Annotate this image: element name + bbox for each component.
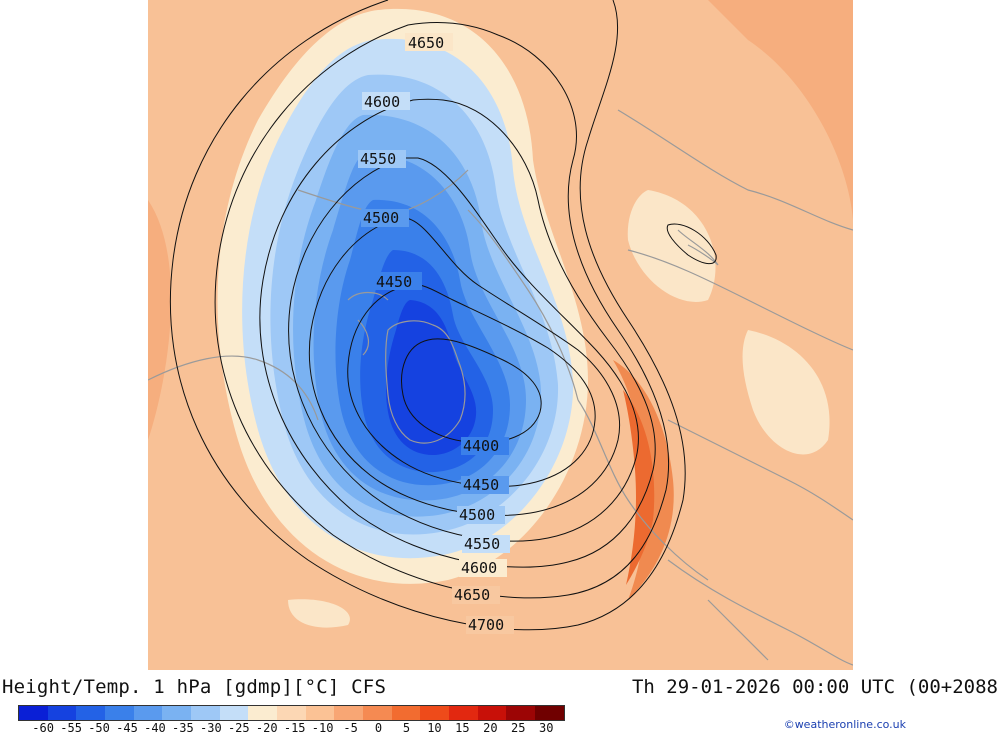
colorbar-tick-label: -50	[88, 721, 110, 735]
colorbar-swatch	[191, 706, 220, 720]
contour-4600	[259, 98, 656, 568]
colorbar-tick-label: -30	[200, 721, 222, 735]
contour-4500	[308, 217, 621, 516]
contour-label-4700: 4700	[468, 616, 504, 634]
contour-label-4600-top: 4600	[364, 93, 400, 111]
contour-label-4500-top: 4500	[363, 209, 399, 227]
colorbar-tick-label: -5	[343, 721, 358, 735]
temperature-band-hot-crescent	[623, 390, 655, 585]
contour-label-4450-top: 4450	[376, 273, 412, 291]
contour-4450	[347, 284, 596, 487]
map-panel: 4650 4600 4550 4500 4450 4400 4450 4500 …	[148, 0, 853, 670]
colorbar-tick-label: -15	[283, 721, 306, 735]
contour-label-4550-top: 4550	[360, 150, 396, 168]
colorbar-swatch	[506, 706, 536, 720]
temperature-band-warm-crescent	[613, 360, 674, 600]
contour-4550	[288, 157, 639, 542]
height-temperature-map: 4650 4600 4550 4500 4450 4400 4450 4500 …	[148, 0, 853, 670]
contour-label-4600-bottom: 4600	[461, 559, 497, 577]
contour-4650-island	[666, 223, 717, 265]
colorbar-tick-label: -10	[311, 721, 334, 735]
colorbar-tick-label: 25	[511, 721, 526, 735]
colorbar-swatch	[420, 706, 450, 720]
map-title: Height/Temp. 1 hPa [gdmp][°C] CFS	[2, 676, 387, 698]
colorbar-swatch	[334, 706, 364, 720]
temperature-band-orange-ne	[708, 0, 853, 220]
colorbar-swatch	[47, 706, 77, 720]
colorbar-swatch	[363, 706, 392, 720]
colorbar-tick-label: -45	[116, 721, 138, 735]
contour-4650	[214, 21, 669, 599]
colorbar-tick-label: -35	[172, 721, 194, 735]
contour-4700	[169, 0, 686, 631]
contour-4400	[401, 338, 542, 444]
colorbar-tick-label: 0	[374, 721, 383, 735]
colorbar-tick-label: 15	[455, 721, 470, 735]
temperature-band-cream-s	[288, 599, 350, 628]
colorbar-swatch	[535, 706, 564, 720]
contour-label-4550-bottom: 4550	[464, 535, 500, 553]
contour-labels: 4650 4600 4550 4500 4450 4400 4450 4500 …	[358, 33, 514, 634]
contour-label-4400: 4400	[463, 437, 499, 455]
colorbar-swatch	[305, 706, 335, 720]
colorbar-tick-labels: -60 -55 -50 -45 -40 -35 -30 -25 -20 -15 -10 -5 0 5 10 1…	[18, 721, 563, 735]
colorbar-tick-label: -55	[60, 721, 82, 735]
colorbar-swatch	[76, 706, 106, 720]
colorbar-swatch	[133, 706, 163, 720]
colorbar-tick-label: 5	[402, 721, 411, 735]
colorbar-tick-label: -40	[144, 721, 166, 735]
contour-label-4500-bottom: 4500	[459, 506, 495, 524]
colorbar-tick-label: -25	[227, 721, 250, 735]
temperature-band-orange-w	[148, 200, 172, 440]
temperature-band-minus55	[385, 300, 477, 455]
colorbar-tick-label: -60	[32, 721, 54, 735]
temperature-band-cream-e	[742, 330, 830, 455]
colorbar-tick-label: -20	[255, 721, 278, 735]
colorbar-swatch	[162, 706, 192, 720]
contour-label-4650-top: 4650	[408, 34, 444, 52]
coastlines	[148, 109, 853, 666]
valid-time: Th 29-01-2026 00:00 UTC (00+2088	[631, 676, 998, 698]
colorbar-swatch	[105, 706, 134, 720]
height-contours	[169, 0, 717, 631]
colorbar-swatch	[391, 706, 421, 720]
colorbar-swatch	[277, 706, 306, 720]
credit-link[interactable]: ©weatheronline.co.uk	[783, 718, 906, 731]
colorbar-swatch	[219, 706, 249, 720]
colorbar-tick-label: 10	[427, 721, 442, 735]
colorbar-swatch	[477, 706, 507, 720]
colorbar-tick-label: 20	[483, 721, 498, 735]
contour-label-4450-bottom: 4450	[463, 476, 499, 494]
colorbar-swatch	[449, 706, 478, 720]
temperature-colorbar	[18, 705, 565, 721]
colorbar-tick-label: 30	[538, 721, 554, 735]
colorbar-swatch	[19, 706, 48, 720]
colorbar-swatch	[248, 706, 278, 720]
contour-label-4650-bottom: 4650	[454, 586, 490, 604]
